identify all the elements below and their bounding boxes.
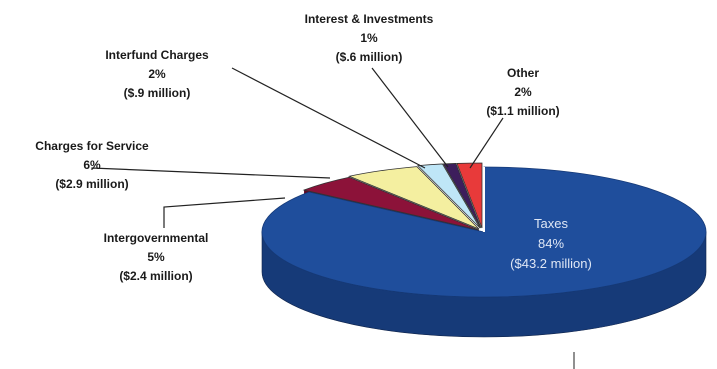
label-charges-for-service-name: Charges for Service [35,139,149,153]
label-interest-investments-percent: 1% [360,31,378,45]
slice-intergovernmental [302,176,480,231]
slice-interest-investments [442,163,482,229]
leader-line-interfund-charges [231,67,426,169]
leader-line-intergovernmental [163,197,286,228]
label-other-percent: 2% [514,85,532,99]
label-intergovernmental-name: Intergovernmental [104,231,209,245]
label-interest-investments-name: Interest & Investments [305,12,434,26]
label-interfund-charges-amount: ($.9 million) [124,86,191,100]
label-taxes-percent: 84% [538,236,564,251]
slice-other [456,162,483,229]
label-other-name: Other [507,66,539,80]
leader-line-interest-investments [371,67,449,168]
label-taxes-name: Taxes [534,216,568,231]
leader-line-other [469,117,504,169]
label-charges-for-service-percent: 6% [83,158,101,172]
label-intergovernmental-percent: 5% [147,250,165,264]
leader-line-charges-for-service [91,167,331,179]
label-charges-for-service-amount: ($2.9 million) [55,177,128,191]
pie-tops [261,162,707,298]
label-interfund-charges-name: Interfund Charges [105,48,209,62]
label-interest-investments-amount: ($.6 million) [336,50,403,64]
label-other-amount: ($1.1 million) [486,104,559,118]
label-interfund-charges-percent: 2% [148,67,166,81]
leader-lines [91,67,575,369]
slice-interfund-charges [416,163,481,229]
slice-taxes [261,166,707,298]
slice-charges-for-service [347,166,480,230]
label-taxes-amount: ($43.2 million) [510,256,592,271]
label-intergovernmental-amount: ($2.4 million) [119,269,192,283]
